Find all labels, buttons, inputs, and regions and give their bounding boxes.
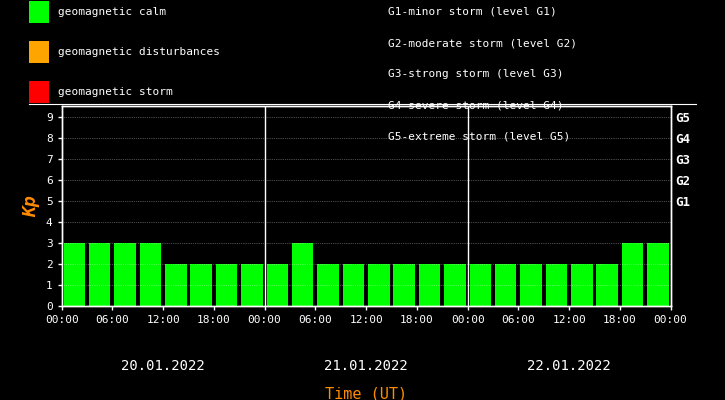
Bar	[241, 264, 262, 306]
Text: geomagnetic storm: geomagnetic storm	[58, 87, 173, 97]
Bar	[571, 264, 592, 306]
Bar	[64, 243, 85, 306]
Text: Time (UT): Time (UT)	[325, 386, 407, 400]
Text: geomagnetic calm: geomagnetic calm	[58, 7, 166, 17]
Text: G4-severe storm (level G4): G4-severe storm (level G4)	[388, 101, 563, 111]
Bar	[140, 243, 161, 306]
Text: 22.01.2022: 22.01.2022	[527, 359, 611, 373]
Text: G3-strong storm (level G3): G3-strong storm (level G3)	[388, 70, 563, 80]
Y-axis label: Kp: Kp	[22, 195, 41, 217]
Bar	[318, 264, 339, 306]
Bar	[368, 264, 389, 306]
Text: 20.01.2022: 20.01.2022	[121, 359, 205, 373]
Text: G1-minor storm (level G1): G1-minor storm (level G1)	[388, 7, 557, 17]
Text: G2-moderate storm (level G2): G2-moderate storm (level G2)	[388, 38, 577, 48]
Bar	[267, 264, 288, 306]
Bar	[622, 243, 643, 306]
Bar	[115, 243, 136, 306]
Bar	[343, 264, 364, 306]
Bar	[546, 264, 567, 306]
Bar	[89, 243, 110, 306]
Text: G5-extreme storm (level G5): G5-extreme storm (level G5)	[388, 132, 570, 142]
Text: geomagnetic disturbances: geomagnetic disturbances	[58, 47, 220, 57]
Bar	[191, 264, 212, 306]
Bar	[444, 264, 465, 306]
Bar	[521, 264, 542, 306]
Bar	[495, 264, 516, 306]
Text: 21.01.2022: 21.01.2022	[324, 359, 408, 373]
Bar	[419, 264, 440, 306]
Bar	[647, 243, 668, 306]
Bar	[216, 264, 237, 306]
Bar	[470, 264, 491, 306]
Bar	[394, 264, 415, 306]
Bar	[292, 243, 313, 306]
Bar	[165, 264, 186, 306]
Bar	[597, 264, 618, 306]
